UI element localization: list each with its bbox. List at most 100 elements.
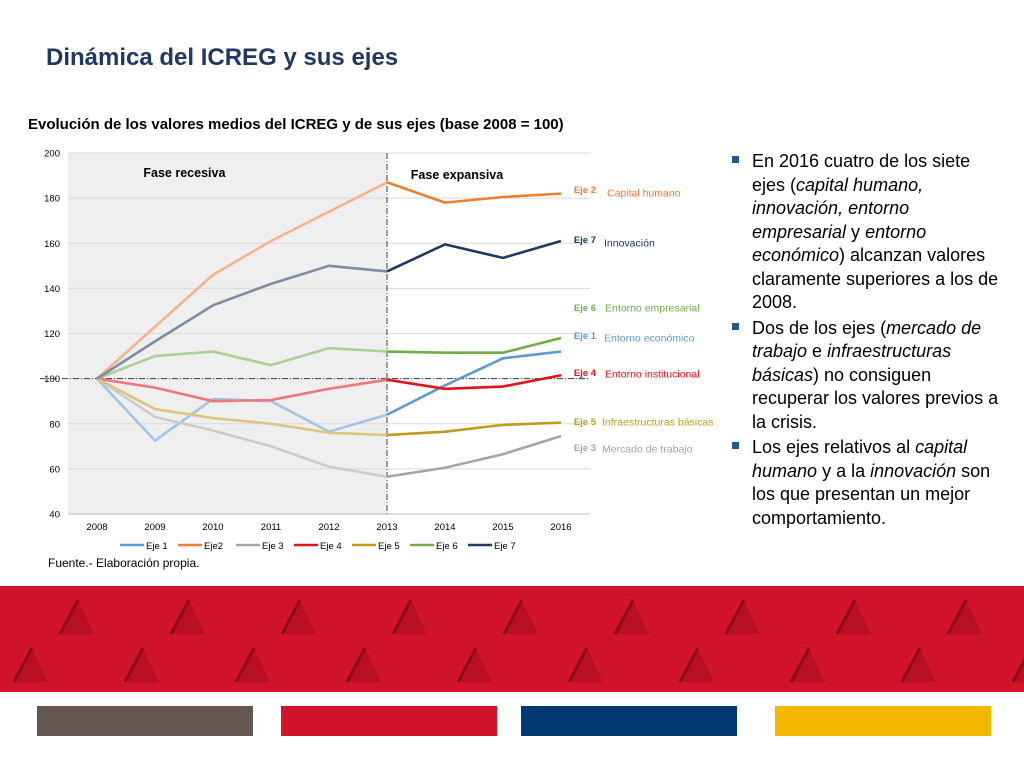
triangle-mark	[282, 600, 316, 634]
triangle-mark	[615, 600, 649, 634]
x-tick-label: 2011	[261, 522, 281, 533]
legend-label: Eje2	[204, 541, 223, 552]
decorative-band	[0, 586, 1024, 692]
bullet-emphasis: infraestructuras básicas	[752, 341, 952, 385]
bullet-emphasis: mercado de trabajo	[752, 317, 982, 362]
triangle-edge	[789, 647, 811, 683]
triangle-edge	[58, 599, 80, 635]
series-end-label: Eje 2	[574, 185, 596, 196]
triangle-edge	[391, 599, 413, 635]
page-title: Dinámica del ICREG y sus ejes	[46, 44, 399, 71]
triangle-mark	[171, 600, 205, 634]
x-tick-label: 2016	[550, 522, 571, 533]
series-description: Innovación	[604, 238, 655, 250]
bullet-list: En 2016 cuatro de los siete ejes (capita…	[732, 150, 1002, 532]
x-tick-label: 2010	[202, 522, 223, 533]
y-tick-label: 80	[49, 419, 60, 430]
x-tick-label: 2008	[86, 522, 107, 533]
series-description: Entorno empresarial	[605, 303, 700, 315]
series-end-label: Eje 1	[574, 331, 597, 342]
phase-label-recesiva: Fase recesiva	[143, 166, 226, 180]
triangle-mark	[726, 600, 760, 634]
legend-label: Eje 1	[146, 541, 168, 552]
triangle-edge	[678, 647, 700, 683]
triangle-edge	[345, 647, 367, 683]
series-description: Capital humano	[607, 188, 681, 200]
series-line-eje-5-recesiva	[96, 377, 388, 437]
triangle-edge	[280, 599, 302, 635]
triangle-mark	[948, 600, 982, 634]
series-line-eje-7-expansiva	[386, 239, 562, 273]
triangle-edge	[724, 599, 746, 635]
legend-label: Eje 5	[378, 541, 400, 552]
chart-title: Evolución de los valores medios del ICRE…	[28, 116, 564, 133]
series-end-label: Eje 6	[574, 303, 596, 314]
bullet-item: En 2016 cuatro de los siete ejes (capita…	[732, 150, 1002, 315]
bullet-text: y a la	[817, 460, 871, 481]
bullet-emphasis: capital humano	[752, 437, 968, 481]
square-bullet-icon	[732, 156, 739, 163]
bullet-text: Los ejes relativos al	[752, 437, 916, 457]
bullet-emphasis: capital humano, innovación, entorno empr…	[752, 174, 924, 242]
triangle-mark	[14, 648, 48, 682]
series-line-eje-4-recesiva	[96, 377, 388, 403]
series-description: Entorno económico	[604, 333, 695, 345]
color-swatch-brown	[37, 706, 253, 736]
triangle-edge	[123, 647, 145, 683]
series-end-label: Eje 3	[574, 443, 596, 454]
triangle-edge	[234, 647, 256, 683]
triangle-edge	[835, 599, 857, 635]
series-line-eje-1-expansiva	[386, 350, 562, 416]
series-line-eje-3-recesiva	[96, 377, 388, 479]
triangle-mark	[791, 648, 825, 682]
bullet-text: ) alcanzan valores claramente superiores…	[752, 245, 999, 312]
phase-label-expansiva: Fase expansiva	[411, 168, 504, 182]
triangle-edge	[567, 647, 589, 683]
bullet-text: ) no consiguen recuperar los valores pre…	[752, 364, 999, 432]
series-line-eje-5-expansiva	[386, 421, 562, 437]
triangle-edge	[613, 599, 635, 635]
series-line-eje-6-recesiva	[96, 346, 388, 380]
y-tick-label: 120	[44, 329, 60, 340]
y-tick-label: 60	[49, 464, 60, 475]
bullet-item: Dos de los ejes (mercado de trabajo e in…	[732, 317, 1002, 435]
source-label: Fuente.-	[48, 556, 93, 570]
series-line-eje2-recesiva	[96, 181, 388, 380]
legend-label: Eje 3	[262, 541, 284, 552]
x-tick-label: 2014	[434, 522, 455, 533]
x-tick-label: 2012	[318, 522, 339, 533]
y-tick-label: 40	[49, 510, 60, 521]
series-end-label: Eje 4	[574, 368, 597, 379]
legend-label: Eje 7	[494, 541, 516, 552]
triangle-mark	[569, 648, 603, 682]
triangle-mark	[458, 648, 492, 682]
bullet-emphasis: entorno económico	[752, 221, 927, 266]
y-tick-label: 140	[44, 284, 60, 295]
bullet-emphasis: innovación	[870, 460, 957, 481]
bullet-text: e	[807, 341, 828, 361]
x-tick-label: 2015	[492, 522, 513, 533]
triangle-edge	[456, 647, 478, 683]
series-line-eje-6-expansiva	[386, 336, 562, 354]
square-bullet-icon	[732, 322, 739, 330]
series-description: Entorno institucional	[605, 369, 700, 381]
legend-label: Eje 6	[436, 541, 458, 552]
x-tick-label: 2013	[376, 522, 397, 533]
color-swatch-blue	[521, 706, 737, 736]
triangle-mark	[393, 600, 427, 634]
triangle-edge	[1011, 658, 1024, 683]
triangle-edge	[502, 599, 524, 635]
bullet-text: y	[846, 221, 866, 242]
triangle-edge	[169, 599, 191, 635]
triangle-edge	[900, 647, 922, 683]
series-description: Infraestructuras básicas	[602, 417, 713, 429]
square-bullet-icon	[732, 442, 739, 449]
y-tick-label: 180	[44, 194, 60, 205]
triangle-mark	[504, 600, 538, 634]
source-text: Elaboración propia.	[96, 556, 200, 570]
triangle-mark	[125, 648, 159, 682]
series-line-eje-4-expansiva	[386, 373, 562, 391]
triangle-edge	[12, 647, 34, 683]
series-end-label: Eje 5	[574, 417, 597, 428]
series-end-label: Eje 7	[574, 235, 596, 246]
